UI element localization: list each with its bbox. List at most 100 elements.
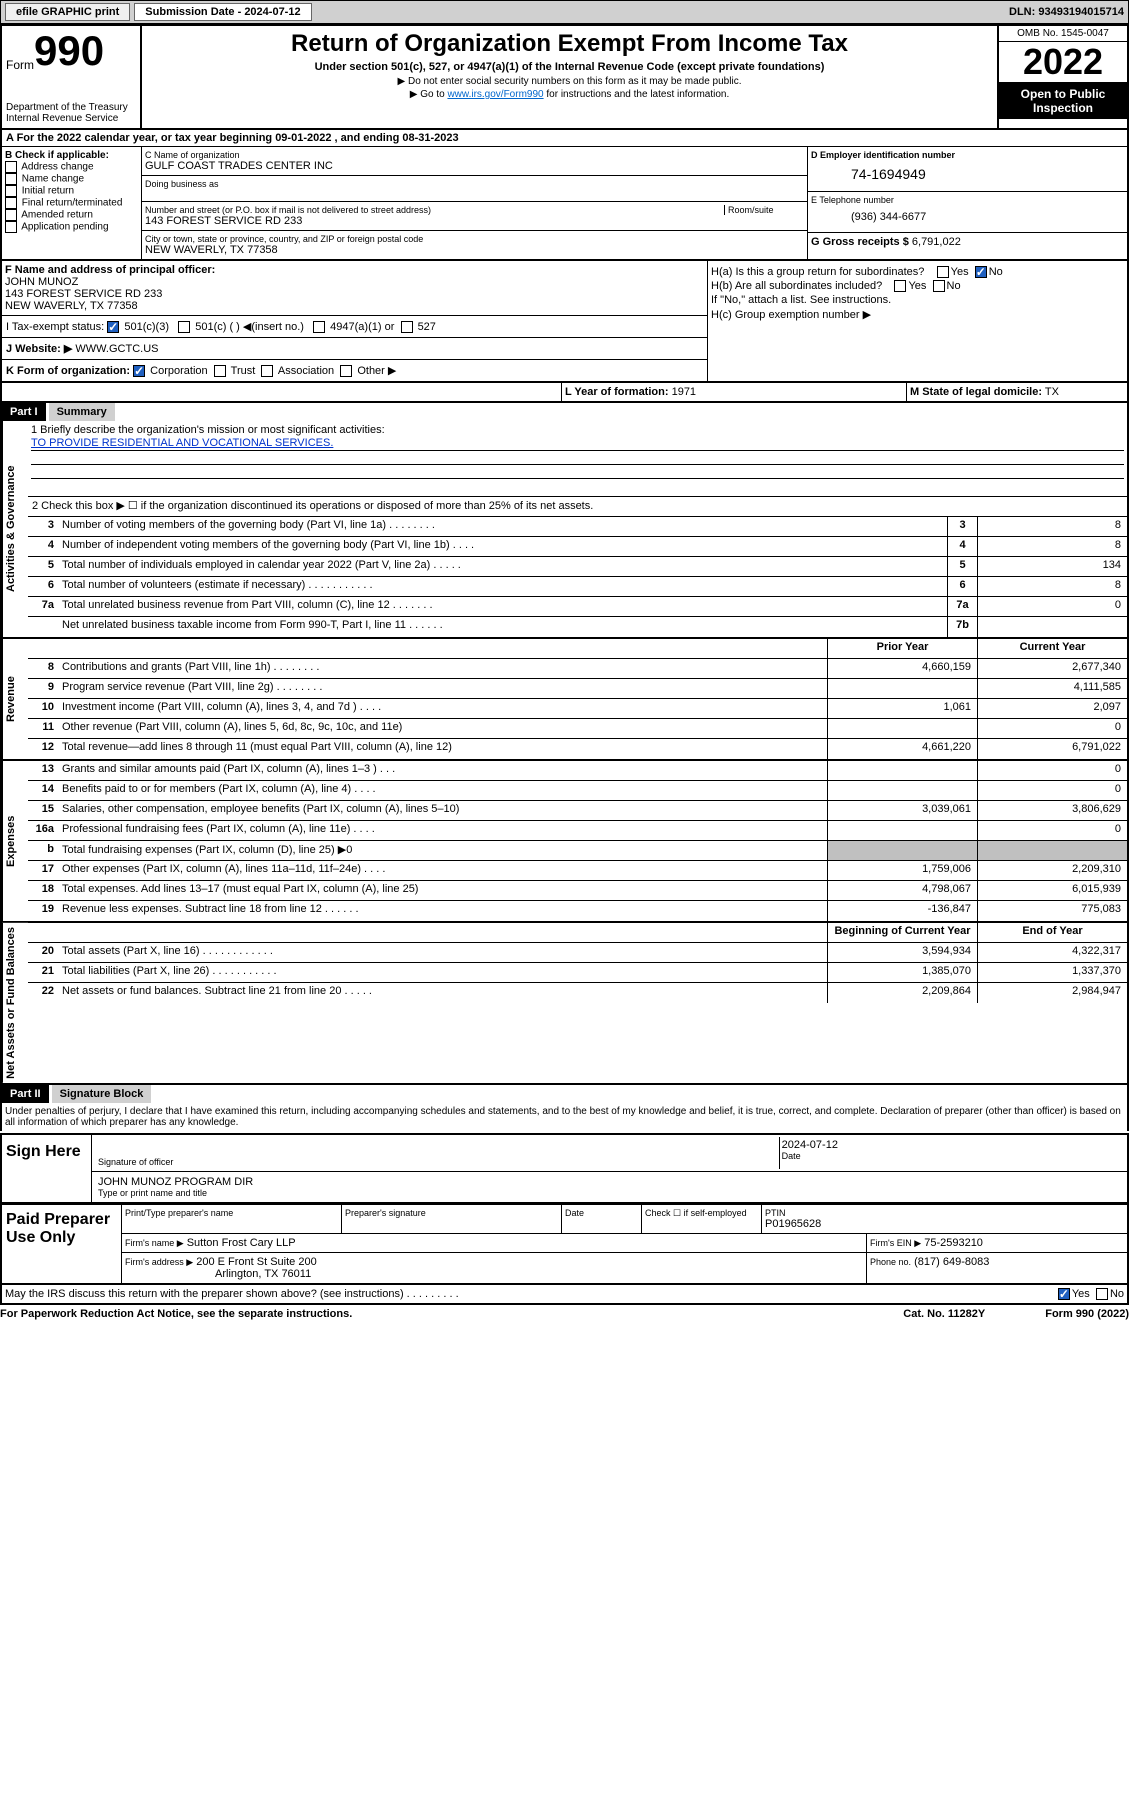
form-footer: Form 990 (2022) bbox=[1045, 1308, 1129, 1320]
l10-prior: 1,061 bbox=[827, 699, 977, 718]
phone-value: (817) 649-8083 bbox=[914, 1256, 989, 1268]
side-label-governance: Activities & Governance bbox=[2, 421, 28, 637]
section-b-h: B Check if applicable: Address change Na… bbox=[0, 147, 1129, 261]
officer-addr2: NEW WAVERLY, TX 77358 bbox=[5, 300, 138, 312]
part1-title: Summary bbox=[49, 403, 115, 421]
line2: 2 Check this box ▶ ☐ if the organization… bbox=[28, 497, 1127, 516]
goto-note: ▶ Go to www.irs.gov/Form990 for instruct… bbox=[150, 89, 989, 100]
top-bar: efile GRAPHIC print Submission Date - 20… bbox=[0, 0, 1129, 24]
part2-header: Part II bbox=[2, 1085, 49, 1103]
revenue-block: Revenue Prior YearCurrent Year 8Contribu… bbox=[0, 639, 1129, 761]
discuss-yes-checkbox[interactable] bbox=[1058, 1288, 1070, 1300]
form-subtitle: Under section 501(c), 527, or 4947(a)(1)… bbox=[150, 61, 989, 73]
l20-end: 4,322,317 bbox=[977, 943, 1127, 962]
col-b-header: B Check if applicable: bbox=[5, 150, 138, 161]
preparer-title: Paid Preparer Use Only bbox=[2, 1205, 122, 1283]
l21-begin: 1,385,070 bbox=[827, 963, 977, 982]
discuss-question: May the IRS discuss this return with the… bbox=[5, 1288, 1058, 1300]
firm-addr2: Arlington, TX 76011 bbox=[215, 1268, 311, 1280]
l21-end: 1,337,370 bbox=[977, 963, 1127, 982]
application-pending-checkbox[interactable] bbox=[5, 221, 17, 233]
prep-date-label: Date bbox=[565, 1208, 638, 1218]
irs-link[interactable]: www.irs.gov/Form990 bbox=[447, 89, 543, 100]
part2-title: Signature Block bbox=[52, 1085, 152, 1103]
hb-no-checkbox[interactable] bbox=[933, 280, 945, 292]
prior-year-hdr: Prior Year bbox=[827, 639, 977, 658]
net-assets-block: Net Assets or Fund Balances Beginning of… bbox=[0, 923, 1129, 1085]
name-change-checkbox[interactable] bbox=[5, 173, 17, 185]
l15-current: 3,806,629 bbox=[977, 801, 1127, 820]
side-label-net: Net Assets or Fund Balances bbox=[2, 923, 28, 1083]
hb-yes-checkbox[interactable] bbox=[894, 280, 906, 292]
form-header: Form 990 Department of the Treasury Inte… bbox=[0, 24, 1129, 130]
row-l-m: L Year of formation: 1971 M State of leg… bbox=[0, 383, 1129, 403]
penalties-text: Under penalties of perjury, I declare th… bbox=[0, 1103, 1129, 1131]
line7a-val: 0 bbox=[977, 597, 1127, 616]
l12-prior: 4,661,220 bbox=[827, 739, 977, 759]
ha-no-checkbox[interactable] bbox=[975, 266, 987, 278]
501c-checkbox[interactable] bbox=[178, 321, 190, 333]
l19-current: 775,083 bbox=[977, 901, 1127, 921]
state-domicile: TX bbox=[1045, 386, 1059, 398]
amended-return-checkbox[interactable] bbox=[5, 209, 17, 221]
part1-header: Part I bbox=[2, 403, 46, 421]
discuss-row: May the IRS discuss this return with the… bbox=[0, 1285, 1129, 1305]
year-formation: 1971 bbox=[672, 386, 696, 398]
assoc-checkbox[interactable] bbox=[261, 365, 273, 377]
hb-label: H(b) Are all subordinates included? bbox=[711, 280, 882, 292]
l9-current: 4,111,585 bbox=[977, 679, 1127, 698]
section-f-k: F Name and address of principal officer:… bbox=[0, 261, 1129, 383]
l22-begin: 2,209,864 bbox=[827, 983, 977, 1003]
final-return-checkbox[interactable] bbox=[5, 197, 17, 209]
efile-print-button[interactable]: efile GRAPHIC print bbox=[5, 3, 130, 21]
ptin-value: P01965628 bbox=[765, 1218, 821, 1230]
phone-label: Phone no. bbox=[870, 1257, 911, 1267]
activities-governance-block: Activities & Governance 1 Briefly descri… bbox=[0, 421, 1129, 639]
address-change-checkbox[interactable] bbox=[5, 161, 17, 173]
l8-prior: 4,660,159 bbox=[827, 659, 977, 678]
corp-checkbox[interactable] bbox=[133, 365, 145, 377]
hb-note: If "No," attach a list. See instructions… bbox=[711, 294, 1124, 306]
form-label: Form bbox=[6, 58, 34, 72]
c-name-label: C Name of organization bbox=[145, 150, 804, 160]
tel-label: E Telephone number bbox=[811, 195, 1124, 205]
prep-name-label: Print/Type preparer's name bbox=[125, 1208, 338, 1218]
l18-current: 6,015,939 bbox=[977, 881, 1127, 900]
l17-current: 2,209,310 bbox=[977, 861, 1127, 880]
ein-label: D Employer identification number bbox=[811, 150, 1124, 160]
ssn-note: ▶ Do not enter social security numbers o… bbox=[150, 76, 989, 87]
prep-sig-label: Preparer's signature bbox=[345, 1208, 558, 1218]
ptin-label: PTIN bbox=[765, 1208, 821, 1218]
tel-value: (936) 344-6677 bbox=[811, 205, 1124, 229]
ha-yes-checkbox[interactable] bbox=[937, 266, 949, 278]
l-label: L Year of formation: bbox=[565, 386, 669, 398]
l14-current: 0 bbox=[977, 781, 1127, 800]
l18-prior: 4,798,067 bbox=[827, 881, 977, 900]
trust-checkbox[interactable] bbox=[214, 365, 226, 377]
expenses-block: Expenses 13Grants and similar amounts pa… bbox=[0, 761, 1129, 923]
line3-val: 8 bbox=[977, 517, 1127, 536]
line-a: A For the 2022 calendar year, or tax yea… bbox=[0, 130, 1129, 147]
j-label: J Website: ▶ bbox=[6, 343, 72, 355]
501c3-checkbox[interactable] bbox=[107, 321, 119, 333]
omb-number: OMB No. 1545-0047 bbox=[999, 26, 1127, 42]
k-label: K Form of organization: bbox=[6, 365, 130, 377]
city-state-zip: NEW WAVERLY, TX 77358 bbox=[145, 244, 804, 256]
l11-prior bbox=[827, 719, 977, 738]
l9-prior bbox=[827, 679, 977, 698]
l20-begin: 3,594,934 bbox=[827, 943, 977, 962]
4947-checkbox[interactable] bbox=[313, 321, 325, 333]
line5-val: 134 bbox=[977, 557, 1127, 576]
f-label: F Name and address of principal officer: bbox=[5, 264, 215, 276]
gross-value: 6,791,022 bbox=[912, 236, 961, 248]
page-footer: For Paperwork Reduction Act Notice, see … bbox=[0, 1305, 1129, 1323]
line7b-val bbox=[977, 617, 1127, 637]
discuss-no-checkbox[interactable] bbox=[1096, 1288, 1108, 1300]
self-employed-label: Check ☐ if self-employed bbox=[645, 1208, 758, 1219]
527-checkbox[interactable] bbox=[401, 321, 413, 333]
other-checkbox[interactable] bbox=[340, 365, 352, 377]
initial-return-checkbox[interactable] bbox=[5, 185, 17, 197]
i-label: I Tax-exempt status: bbox=[6, 321, 104, 333]
l16a-prior bbox=[827, 821, 977, 840]
website-value: WWW.GCTC.US bbox=[75, 343, 158, 355]
